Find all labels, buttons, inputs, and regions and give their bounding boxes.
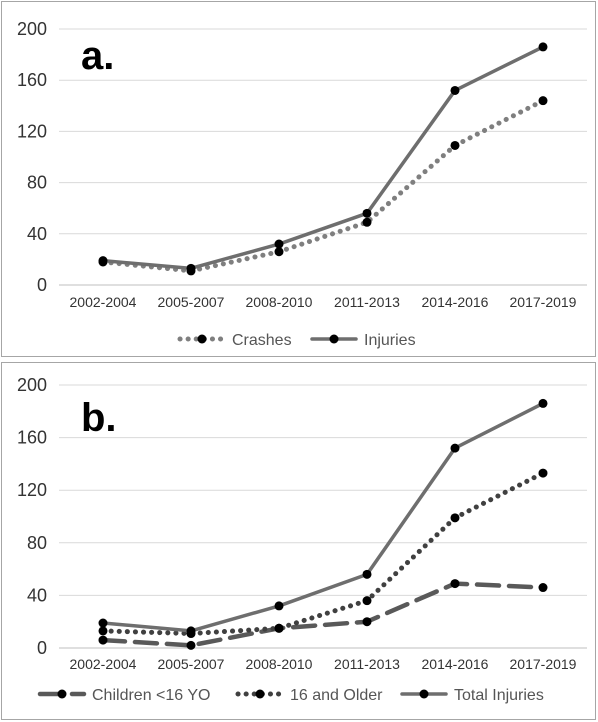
legend-item: Children <16 YO [37,687,210,704]
x-tick-label: 2002-2004 [70,656,137,672]
chart-a-svg: 0 40 80 120 160 200 2002-2004 2005-2007 2008-201… [17,19,587,349]
x-tick-label: 2014-2016 [422,656,489,672]
legend-marker [419,689,429,699]
data-point [362,217,372,227]
data-point [274,247,284,257]
series-line [100,98,546,274]
series-16-and-older [98,468,548,639]
legend-marker [57,689,67,699]
data-point [274,623,284,633]
data-point [186,263,196,273]
series-line [100,470,546,637]
data-point [538,42,548,52]
data-point [538,96,548,106]
data-point [98,635,108,645]
y-tick-label: 80 [27,533,47,553]
legend-item: Injuries [310,332,416,349]
series-line [101,401,545,633]
data-point [186,626,196,636]
legend-marker [255,689,265,699]
data-point [450,140,460,150]
data-point [274,239,284,249]
x-tick-label: 2014-2016 [422,294,489,310]
y-tick-label: 160 [17,70,47,90]
series-total-injuries [98,398,548,636]
data-point [274,601,284,611]
data-point [362,617,372,627]
y-tick-label: 40 [27,224,47,244]
legend-label: 16 and Older [290,687,383,704]
data-point [538,583,548,593]
legend-item: Crashes [177,332,292,349]
legend-label: Crashes [232,332,292,349]
x-tick-label: 2005-2007 [158,656,225,672]
x-tick-label: 2008-2010 [246,656,313,672]
legend-marker [197,334,207,344]
y-tick-label: 120 [17,480,47,500]
data-point [450,85,460,95]
y-tick-label: 160 [17,428,47,448]
series-line [100,581,546,648]
y-tick-label: 40 [27,585,47,605]
x-tick-label: 2017-2019 [510,294,577,310]
legend-item: 16 and Older [235,687,383,704]
data-point [538,468,548,478]
legend-label: Total Injuries [454,687,544,704]
data-point [450,579,460,589]
y-tick-label: 0 [37,638,47,658]
y-tick-label: 200 [17,375,47,395]
data-point [538,398,548,408]
legend-item: Total Injuries [400,687,544,704]
data-point [98,626,108,636]
data-point [450,513,460,523]
data-point [98,256,108,266]
panel-label: a. [81,34,114,78]
series-crashes [98,96,548,276]
data-point [186,640,196,650]
y-tick-label: 120 [17,121,47,141]
data-point [98,618,108,628]
x-tick-label: 2005-2007 [158,294,225,310]
panel-label: b. [81,396,117,440]
y-tick-label: 200 [17,19,47,39]
x-tick-label: 2002-2004 [70,294,137,310]
y-tick-label: 80 [27,173,47,193]
x-tick-label: 2011-2013 [334,656,400,672]
chart-panel-b: 0 40 80 120 160 200 2002-2004 2005-2007 2008-201… [1,362,596,720]
chart-panel-a: 0 40 80 120 160 200 2002-2004 2005-2007 2008-201… [1,1,596,357]
data-point [450,443,460,453]
series-injuries [98,42,548,273]
data-point [362,596,372,606]
chart-b-svg: 0 40 80 120 160 200 2002-2004 2005-2007 2008-201… [17,375,587,704]
data-point [362,569,372,579]
x-tick-label: 2008-2010 [246,294,313,310]
legend-label: Children <16 YO [92,687,210,704]
legend-label: Injuries [364,332,416,349]
data-point [362,208,372,218]
x-tick-label: 2011-2013 [334,294,400,310]
x-tick-label: 2017-2019 [510,656,577,672]
legend-marker [329,334,339,344]
series-line [101,45,545,271]
y-tick-label: 0 [37,275,47,295]
